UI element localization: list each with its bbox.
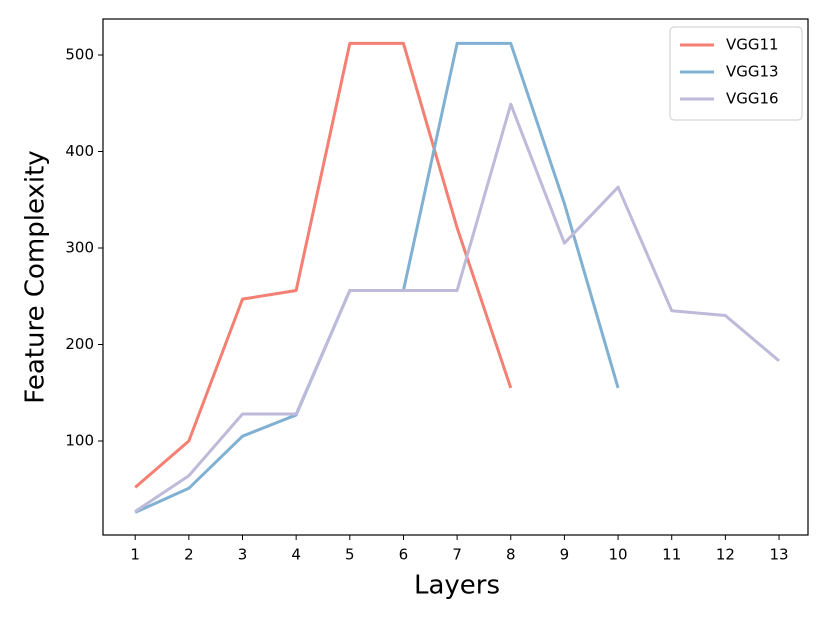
x-tick-label: 5	[345, 546, 355, 564]
line-series	[134, 41, 620, 514]
x-tick-label: 4	[291, 546, 301, 564]
legend-label: VGG11	[726, 36, 779, 54]
line-series	[134, 41, 513, 489]
legend-label: VGG13	[726, 63, 779, 81]
x-tick-label: 7	[452, 546, 462, 564]
line-series	[134, 102, 780, 513]
x-tick-label: 2	[184, 546, 194, 564]
y-tick-label: 500	[65, 45, 94, 63]
y-axis-label: Feature Complexity	[21, 150, 51, 403]
x-tick-label: 1	[130, 546, 140, 564]
x-tick-label: 12	[716, 546, 735, 564]
y-tick-label: 300	[65, 239, 94, 257]
legend-label: VGG16	[726, 90, 779, 108]
plot-frame	[102, 18, 809, 536]
x-tick-label: 9	[560, 546, 570, 564]
y-tick-label: 200	[65, 335, 94, 353]
x-tick-label: 8	[506, 546, 516, 564]
x-tick-label: 10	[609, 546, 628, 564]
legend-box	[669, 26, 803, 121]
x-tick-label: 3	[238, 546, 248, 564]
y-tick-label: 400	[65, 142, 94, 160]
x-tick-label: 6	[399, 546, 409, 564]
x-tick-label: 11	[662, 546, 681, 564]
x-tick-label: 13	[769, 546, 788, 564]
x-axis-label: Layers	[414, 571, 500, 601]
y-tick-label: 100	[65, 432, 94, 450]
